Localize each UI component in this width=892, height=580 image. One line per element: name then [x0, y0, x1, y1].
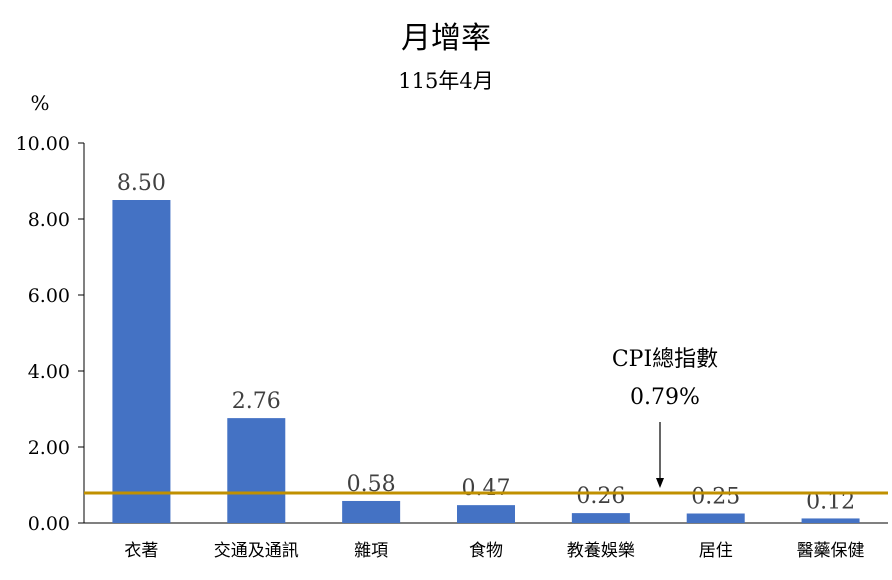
bar — [571, 513, 630, 523]
category-label: 居住 — [699, 541, 733, 561]
bar — [457, 505, 515, 523]
cpi-annotation-label: CPI總指數 — [612, 347, 718, 372]
data-label: 2.76 — [232, 389, 281, 414]
y-tick-label: 8.00 — [28, 209, 70, 231]
category-label: 衣著 — [124, 541, 158, 561]
bars-group — [112, 200, 860, 523]
y-tick-label: 2.00 — [28, 437, 70, 459]
cpi-annotation-arrow-head — [656, 478, 664, 488]
y-axis-ticks: 0.00 2.00 4.00 6.00 8.00 10.00 — [16, 133, 84, 535]
category-label: 醫藥保健 — [797, 541, 865, 561]
bar — [227, 418, 286, 523]
chart-subtitle: 115年4月 — [398, 69, 493, 93]
category-labels-group: 衣著 交通及通訊 雜項 食物 教養娛樂 居住 醫藥保健 — [124, 541, 864, 561]
data-label: 0.26 — [576, 484, 625, 509]
bar — [801, 518, 860, 523]
chart-title: 月增率 — [401, 21, 491, 56]
category-label: 食物 — [469, 541, 503, 561]
y-tick-label: 6.00 — [28, 285, 70, 307]
category-label: 教養娛樂 — [567, 541, 635, 561]
bar — [686, 513, 745, 523]
bar — [342, 500, 401, 523]
y-tick-label: 0.00 — [28, 513, 70, 535]
data-label: 0.25 — [691, 485, 740, 510]
y-axis-unit: % — [30, 91, 49, 115]
y-tick-label: 10.00 — [16, 133, 70, 155]
data-labels-group: 8.502.760.58 0.47 0.26 0.25 0.12 — [117, 171, 855, 514]
category-label: 交通及通訊 — [214, 541, 299, 561]
data-label: 8.50 — [117, 171, 166, 196]
cpi-annotation-value: 0.79% — [630, 385, 700, 410]
category-label: 雜項 — [354, 541, 388, 561]
data-label: 0.47 — [462, 476, 511, 501]
bar — [112, 200, 171, 523]
y-tick-label: 4.00 — [28, 361, 70, 383]
